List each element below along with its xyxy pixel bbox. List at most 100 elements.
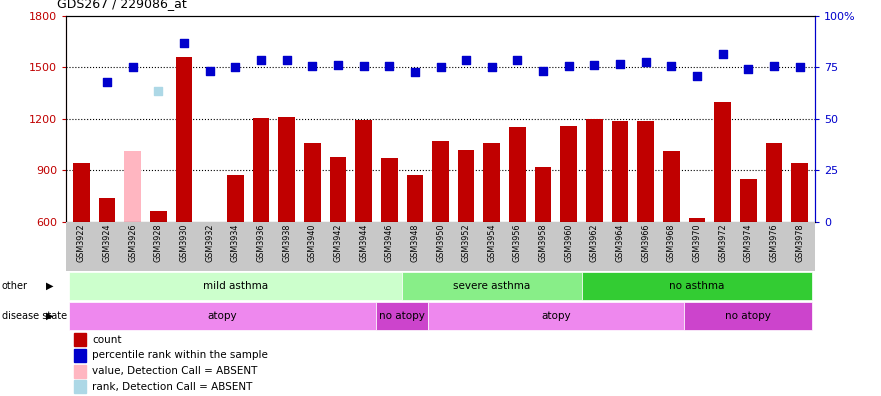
Text: GSM3930: GSM3930 (180, 223, 189, 262)
Bar (74, 349, 85, 362)
Bar (766, 143, 782, 222)
Point (613, 61, 627, 67)
Text: no atopy: no atopy (379, 311, 425, 321)
Point (741, 66, 755, 72)
Bar (791, 164, 808, 222)
Text: GSM3942: GSM3942 (333, 223, 343, 262)
Bar (355, 120, 372, 222)
Text: GSM3958: GSM3958 (538, 223, 548, 262)
Point (126, 64, 140, 70)
Point (279, 57, 293, 64)
Point (177, 40, 191, 46)
Text: GSM3946: GSM3946 (385, 223, 394, 262)
Bar (304, 143, 321, 222)
Text: GSM3956: GSM3956 (513, 223, 522, 262)
Text: GSM3970: GSM3970 (692, 223, 701, 262)
Bar (611, 121, 628, 222)
Bar (560, 126, 577, 222)
Text: GSM3966: GSM3966 (641, 223, 650, 262)
Point (485, 64, 499, 70)
Bar (175, 57, 192, 222)
Bar (402, 272, 581, 300)
Text: other: other (2, 281, 28, 291)
Bar (406, 175, 423, 222)
Bar (99, 198, 115, 222)
Text: GSM3968: GSM3968 (667, 223, 676, 262)
Text: ▶: ▶ (46, 311, 54, 321)
Text: no atopy: no atopy (725, 311, 771, 321)
Bar (740, 179, 757, 222)
Point (536, 68, 550, 74)
Bar (74, 333, 85, 346)
Bar (458, 150, 475, 222)
Text: GSM3960: GSM3960 (564, 223, 574, 262)
Point (715, 50, 729, 57)
Bar (433, 141, 448, 222)
Bar (278, 117, 295, 222)
Point (228, 64, 242, 70)
Point (203, 68, 217, 74)
Text: GSM3964: GSM3964 (616, 223, 625, 262)
Bar (150, 211, 167, 222)
Bar (69, 272, 402, 300)
Text: GSM3974: GSM3974 (744, 223, 752, 262)
Text: no asthma: no asthma (670, 281, 725, 291)
Point (690, 73, 704, 79)
Bar (714, 102, 731, 222)
Text: atopy: atopy (541, 311, 571, 321)
Text: GSM3924: GSM3924 (102, 223, 112, 262)
Point (459, 57, 473, 64)
Text: severe asthma: severe asthma (453, 281, 530, 291)
Bar (381, 158, 397, 222)
Bar (427, 302, 685, 330)
Point (510, 57, 524, 64)
Point (357, 63, 371, 69)
Bar (689, 218, 706, 222)
Point (331, 61, 345, 68)
Point (766, 63, 781, 69)
Text: GDS267 / 229086_at: GDS267 / 229086_at (57, 0, 187, 10)
Point (588, 61, 602, 68)
Text: GSM3954: GSM3954 (487, 223, 496, 262)
Bar (484, 143, 500, 222)
Text: GSM3978: GSM3978 (795, 223, 804, 262)
Point (664, 63, 678, 69)
Text: GSM3926: GSM3926 (129, 223, 137, 262)
Text: GSM3950: GSM3950 (436, 223, 445, 262)
Bar (376, 302, 427, 330)
Point (254, 57, 268, 64)
Point (562, 63, 576, 69)
Text: GSM3928: GSM3928 (154, 223, 163, 262)
Bar (253, 118, 270, 222)
Point (408, 69, 422, 76)
Text: percentile rank within the sample: percentile rank within the sample (93, 350, 268, 360)
Point (382, 63, 396, 70)
Bar (124, 151, 141, 222)
Text: GSM3938: GSM3938 (282, 223, 291, 262)
Bar (586, 119, 603, 222)
Text: GSM3972: GSM3972 (718, 223, 727, 262)
Text: GSM3944: GSM3944 (359, 223, 368, 262)
Bar (73, 164, 90, 222)
Bar (227, 175, 244, 222)
Text: GSM3934: GSM3934 (231, 223, 240, 262)
Text: GSM3952: GSM3952 (462, 223, 470, 262)
Bar (685, 302, 812, 330)
Bar (509, 128, 526, 222)
Bar (74, 380, 85, 393)
Text: GSM3948: GSM3948 (411, 223, 419, 262)
Point (305, 63, 319, 69)
Text: GSM3962: GSM3962 (590, 223, 599, 262)
Text: GSM3940: GSM3940 (307, 223, 317, 262)
Bar (535, 167, 552, 222)
Text: disease state: disease state (2, 311, 67, 321)
Text: GSM3936: GSM3936 (256, 223, 265, 262)
Text: ▶: ▶ (46, 281, 54, 291)
Text: count: count (93, 335, 122, 345)
Bar (581, 272, 812, 300)
Point (433, 64, 448, 70)
Text: GSM3932: GSM3932 (205, 223, 214, 262)
Bar (69, 302, 376, 330)
Point (100, 79, 115, 85)
Text: GSM3922: GSM3922 (77, 223, 86, 262)
